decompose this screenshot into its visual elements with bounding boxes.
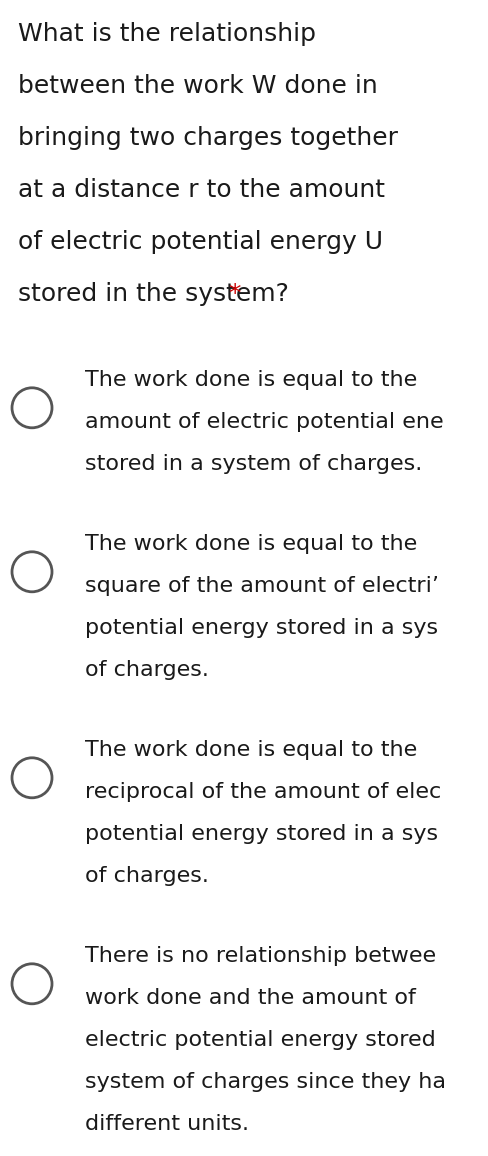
Text: of electric potential energy U: of electric potential energy U bbox=[18, 230, 382, 254]
Text: between the work W done in: between the work W done in bbox=[18, 74, 377, 98]
Text: reciprocal of the amount of elec: reciprocal of the amount of elec bbox=[85, 781, 440, 802]
Text: system of charges since they ha: system of charges since they ha bbox=[85, 1072, 445, 1092]
Text: at a distance r to the amount: at a distance r to the amount bbox=[18, 178, 384, 202]
Text: The work done is equal to the: The work done is equal to the bbox=[85, 740, 416, 759]
Text: work done and the amount of: work done and the amount of bbox=[85, 988, 415, 1008]
Text: What is the relationship: What is the relationship bbox=[18, 22, 315, 46]
Text: potential energy stored in a sys: potential energy stored in a sys bbox=[85, 618, 437, 638]
Text: There is no relationship betwee: There is no relationship betwee bbox=[85, 946, 435, 966]
Text: The work done is equal to the: The work done is equal to the bbox=[85, 534, 416, 554]
Text: potential energy stored in a sys: potential energy stored in a sys bbox=[85, 824, 437, 844]
Text: bringing two charges together: bringing two charges together bbox=[18, 126, 397, 150]
Text: amount of electric potential ene: amount of electric potential ene bbox=[85, 412, 443, 432]
Text: *: * bbox=[228, 282, 241, 306]
Text: of charges.: of charges. bbox=[85, 866, 208, 885]
Text: electric potential energy stored: electric potential energy stored bbox=[85, 1030, 435, 1050]
Text: of charges.: of charges. bbox=[85, 660, 208, 680]
Text: stored in a system of charges.: stored in a system of charges. bbox=[85, 454, 421, 474]
Text: The work done is equal to the: The work done is equal to the bbox=[85, 370, 416, 390]
Text: square of the amount of electri’: square of the amount of electri’ bbox=[85, 576, 438, 596]
Text: different units.: different units. bbox=[85, 1114, 248, 1134]
Text: stored in the system?: stored in the system? bbox=[18, 282, 288, 306]
